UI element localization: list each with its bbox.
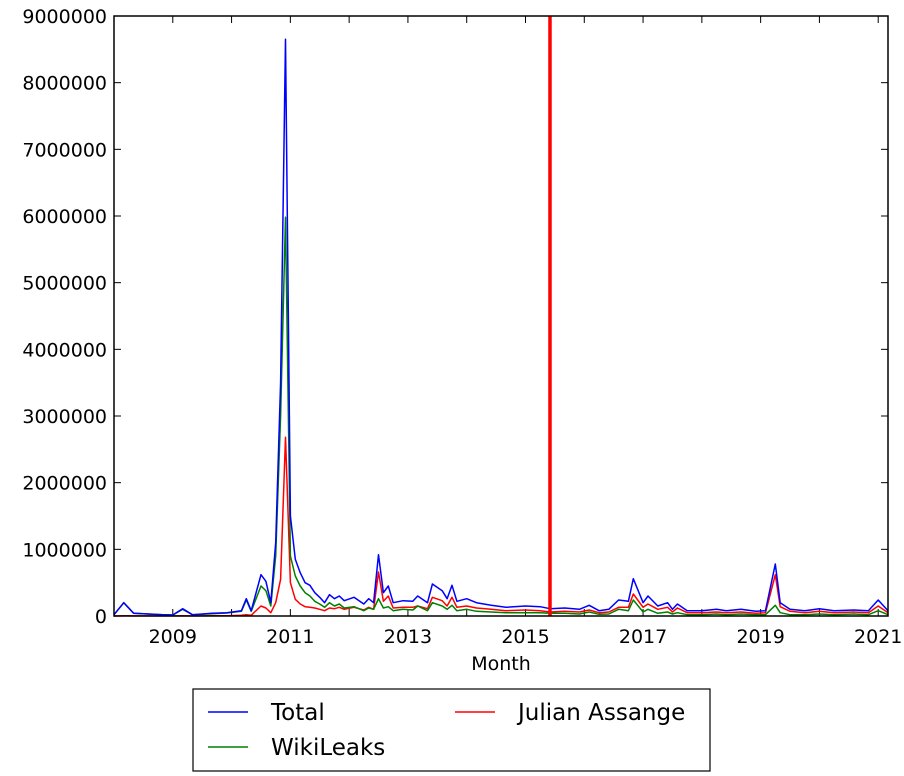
x-tick-label: 2017 [619, 626, 667, 648]
y-axis-ticks: 0 1000000 2000000 3000000 4000000 5000000 6000… [22, 6, 888, 628]
x-axis-label: Month [471, 653, 531, 675]
y-tick-label: 4000000 [22, 339, 107, 361]
y-tick-label: 2000000 [22, 473, 107, 495]
legend-box [192, 688, 711, 772]
y-tick-label: 7000000 [22, 139, 107, 161]
x-axis-ticks: 2009 2011 2013 2015 2017 2019 2021 [149, 16, 902, 648]
x-tick-label: 2015 [501, 626, 549, 648]
y-tick-label: 6000000 [22, 206, 107, 228]
legend-label: Julian Assange [516, 700, 685, 726]
y-tick-label: 3000000 [22, 406, 107, 428]
series-line-wikileaks [113, 216, 889, 616]
y-tick-label: 0 [95, 606, 107, 628]
series-line-total [113, 38, 889, 616]
x-tick-label: 2013 [384, 626, 432, 648]
x-tick-label: 2009 [149, 626, 197, 648]
y-tick-label: 8000000 [22, 73, 107, 95]
legend-label: Total [270, 700, 325, 726]
y-tick-label: 1000000 [22, 539, 107, 561]
series-line-julian-assange [113, 436, 889, 617]
legend: Total Julian Assange WikiLeaks [192, 688, 711, 772]
x-tick-label: 2019 [736, 626, 784, 648]
legend-label: WikiLeaks [271, 735, 385, 761]
series-layer [113, 38, 889, 617]
y-tick-label: 9000000 [22, 6, 107, 28]
plot-frame [113, 15, 889, 617]
x-tick-label: 2021 [854, 626, 902, 648]
x-tick-label: 2011 [266, 626, 314, 648]
y-tick-label: 5000000 [22, 273, 107, 295]
